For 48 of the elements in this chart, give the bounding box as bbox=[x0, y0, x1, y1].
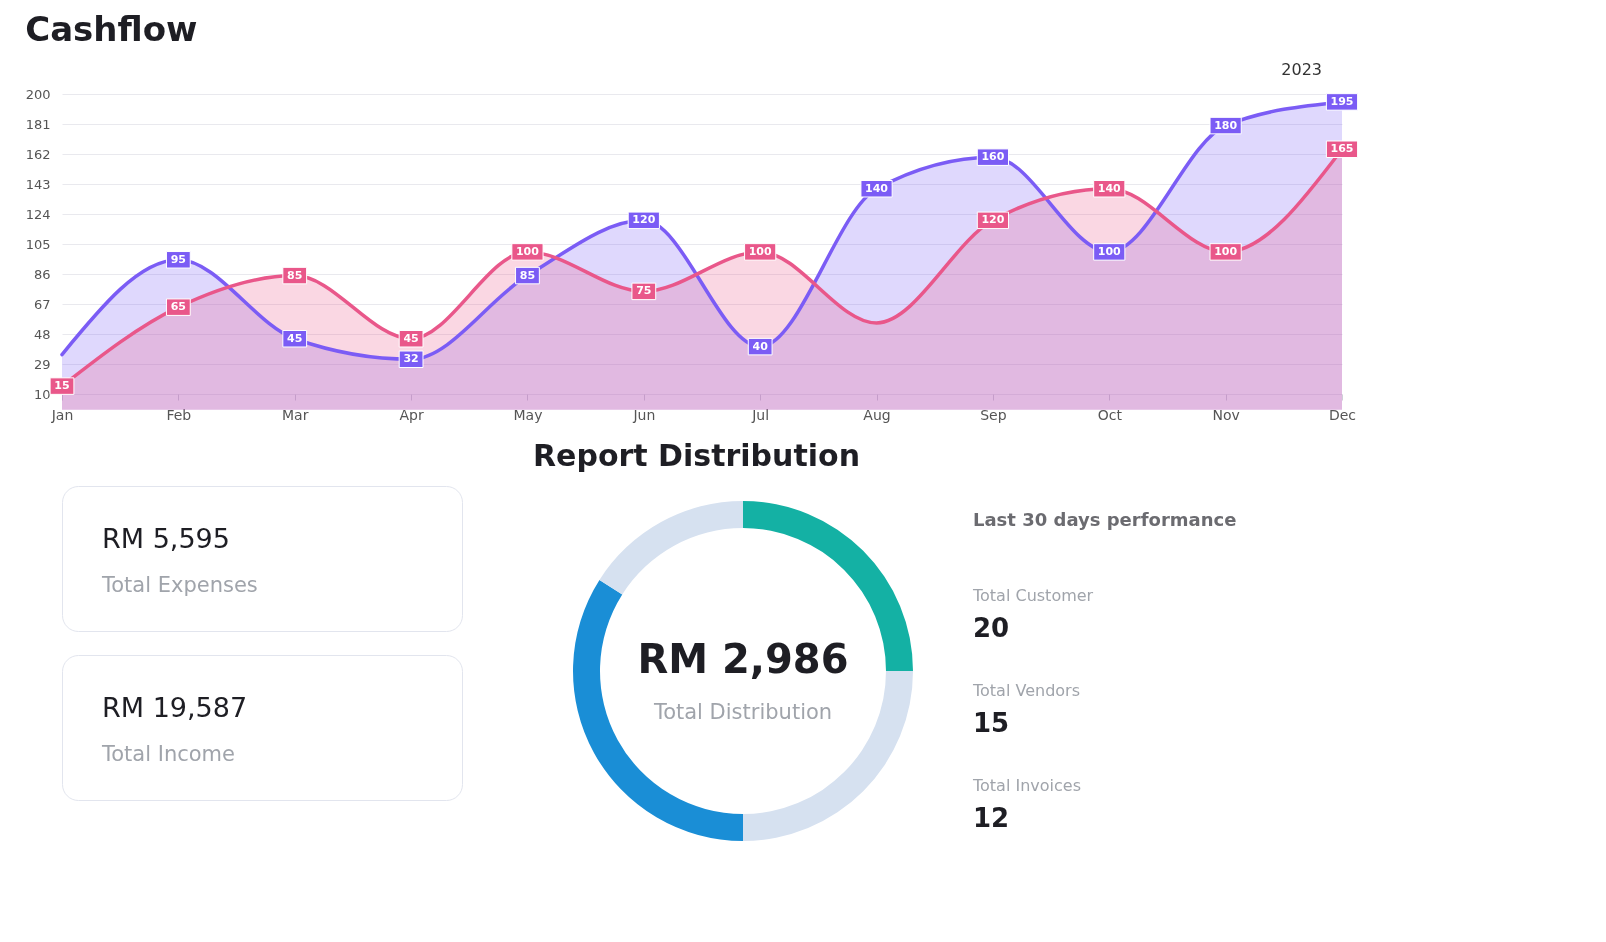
y-tick-label: 105 bbox=[25, 236, 51, 252]
text: RM 5,595 bbox=[102, 523, 230, 554]
text: RM 19,587 bbox=[102, 692, 248, 723]
x-tick-label: Sep bbox=[980, 406, 1007, 423]
x-tick-label: Apr bbox=[399, 406, 424, 423]
y-tick-label: 29 bbox=[33, 356, 51, 372]
chart-title: Cashflow bbox=[25, 9, 198, 49]
y-tick-label: 86 bbox=[33, 266, 51, 282]
data-label: 15 bbox=[54, 379, 70, 393]
text: Total Distribution bbox=[652, 700, 833, 724]
data-label: 75 bbox=[636, 284, 652, 298]
x-tick-label: Jun bbox=[632, 406, 656, 423]
text: Total Invoices bbox=[972, 776, 1081, 795]
text: Last 30 days performance bbox=[973, 509, 1237, 530]
data-label: 85 bbox=[519, 268, 536, 282]
text: 15 bbox=[973, 708, 1010, 738]
y-tick-label: 48 bbox=[33, 326, 51, 342]
donut-slice bbox=[599, 501, 743, 595]
x-tick-label: Oct bbox=[1097, 406, 1123, 423]
chart-title: Report Distribution bbox=[533, 438, 860, 473]
x-tick-label: Dec bbox=[1328, 406, 1357, 423]
y-tick-label: 124 bbox=[25, 206, 51, 222]
y-tick-label: 162 bbox=[25, 146, 51, 162]
text: 2023 bbox=[1281, 60, 1322, 79]
x-tick-label: Jul bbox=[751, 406, 770, 423]
data-label: 45 bbox=[403, 331, 419, 345]
x-tick-label: Feb bbox=[166, 406, 192, 423]
text: RM 2,986 bbox=[637, 636, 849, 682]
x-tick-label: Nov bbox=[1212, 406, 1240, 423]
y-tick-label: 181 bbox=[25, 116, 51, 132]
text: Total Income bbox=[101, 742, 235, 766]
data-label: 40 bbox=[752, 339, 769, 353]
y-tick-label: 10 bbox=[33, 386, 51, 402]
text: Total Expenses bbox=[101, 573, 258, 597]
x-tick-label: Jan bbox=[50, 406, 74, 423]
text: Total Customer bbox=[972, 586, 1094, 605]
x-tick-label: Aug bbox=[863, 406, 891, 423]
text: 12 bbox=[973, 803, 1010, 833]
text: 20 bbox=[973, 613, 1010, 643]
data-label: 32 bbox=[403, 352, 419, 366]
y-tick-label: 67 bbox=[33, 296, 51, 312]
x-tick-label: May bbox=[513, 406, 543, 423]
data-label: 85 bbox=[287, 268, 303, 282]
data-label: 45 bbox=[287, 331, 303, 345]
y-tick-label: 200 bbox=[25, 86, 51, 102]
x-tick-label: Mar bbox=[282, 406, 309, 423]
y-tick-label: 143 bbox=[25, 176, 51, 192]
text: Total Vendors bbox=[972, 681, 1080, 700]
